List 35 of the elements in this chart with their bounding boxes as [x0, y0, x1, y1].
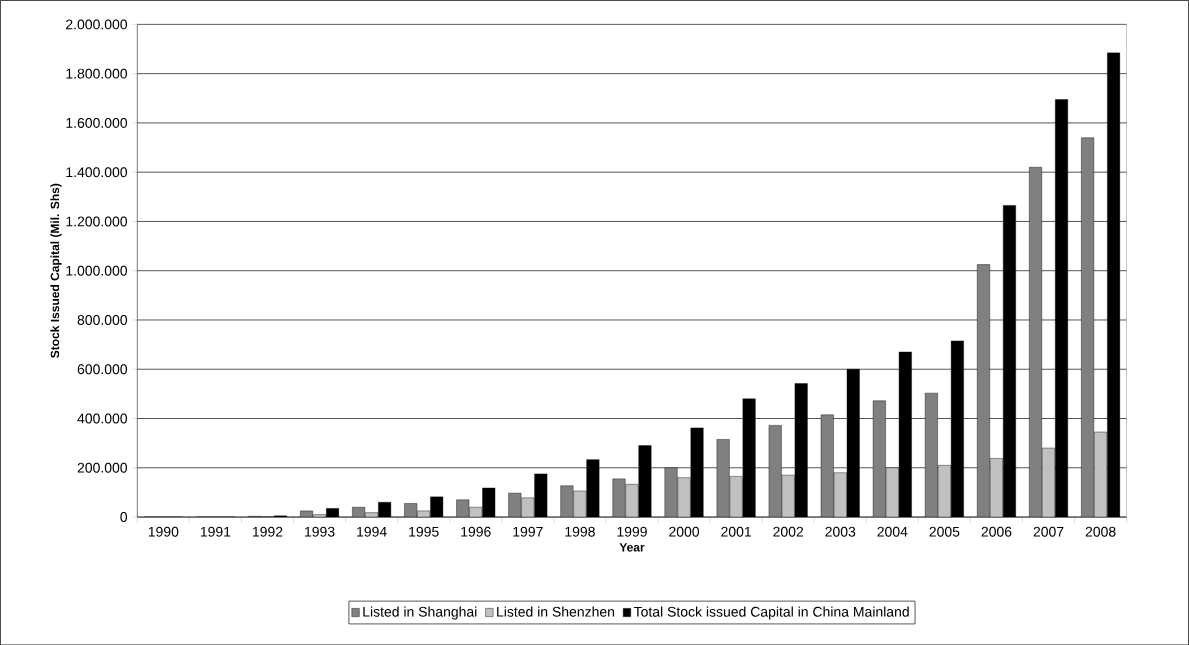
- y-tick-label: 1.400.000: [66, 167, 128, 177]
- y-tick-label: 1.800.000: [66, 68, 128, 79]
- x-tick-label: 1993: [305, 526, 335, 537]
- x-tick-label: 1998: [565, 526, 595, 537]
- x-tick-label: 1996: [461, 526, 491, 537]
- x-tick-label: 2003: [825, 526, 856, 537]
- x-tick-label: 2007: [1033, 526, 1064, 537]
- legend-label: Listed in Shanghai: [363, 606, 477, 620]
- x-axis-title: Year: [619, 542, 645, 552]
- y-tick-label: 1.600.000: [66, 117, 128, 128]
- y-tick-label: 0: [120, 511, 128, 522]
- x-tick-label: 1997: [513, 526, 543, 537]
- legend-label: Listed in Shenzhen: [497, 606, 615, 617]
- x-tick-label: 1992: [252, 526, 283, 537]
- y-axis-title: Stock Issued Capital (Mil. Shs): [50, 183, 62, 358]
- x-tick-label: 2006: [981, 526, 1012, 537]
- x-tick-label: 2001: [721, 526, 751, 537]
- y-tick-label: 1.200.000: [66, 216, 128, 227]
- x-tick-label: 1995: [409, 526, 439, 537]
- x-tick-label: 2004: [877, 526, 908, 537]
- y-tick-label: 200.000: [77, 462, 128, 473]
- y-tick-label: 800.000: [77, 314, 128, 325]
- x-tick-label: 2000: [669, 526, 700, 537]
- x-tick-label: 2005: [929, 526, 960, 537]
- y-tick-label: 400.000: [77, 413, 128, 424]
- y-tick-label: 600.000: [77, 364, 128, 375]
- y-tick-label: 1.000.000: [66, 265, 128, 276]
- x-tick-label: 1990: [148, 526, 179, 537]
- x-tick-label: 2008: [1085, 526, 1116, 537]
- x-tick-label: 1991: [200, 526, 231, 537]
- y-tick-label: 2.000.000: [66, 19, 128, 30]
- x-tick-label: 2002: [773, 526, 804, 537]
- legend-label: Total Stock issued Capital in China Mainland: [633, 606, 909, 620]
- x-tick-label: 1999: [617, 526, 647, 537]
- x-tick-label: 1994: [357, 526, 387, 537]
